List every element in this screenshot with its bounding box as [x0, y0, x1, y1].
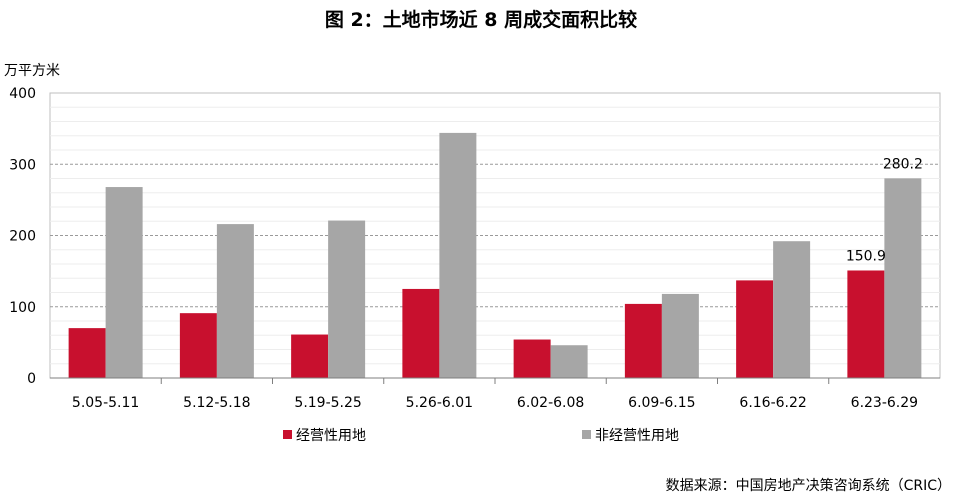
chart-title: 图 2：土地市场近 8 周成交面积比较: [325, 8, 637, 31]
bar-non-operating: [884, 178, 922, 378]
bar-non-operating: [661, 293, 699, 378]
legend-label: 非经营性用地: [595, 428, 679, 444]
x-category-label: 5.26-6.01: [406, 395, 473, 411]
bar-non-operating: [550, 345, 588, 378]
bar-operating: [624, 303, 662, 378]
y-tick-label: 400: [9, 86, 36, 102]
x-axis-categories: 5.05-5.11 5.12-5.18 5.19-5.25 5.26-6.01 6.02…: [50, 377, 940, 411]
bar-operating: [847, 270, 885, 378]
x-category-label: 6.02-6.08: [517, 395, 584, 411]
x-category-label: 5.05-5.11: [72, 395, 139, 411]
x-category-label: 6.23-6.29: [851, 395, 918, 411]
y-tick-label: 300: [9, 157, 36, 173]
legend-swatch: [283, 430, 292, 439]
x-category-label: 5.19-5.25: [294, 395, 361, 411]
x-category-label: 5.12-5.18: [183, 395, 250, 411]
bar-non-operating: [328, 220, 366, 378]
x-category-label: 6.16-6.22: [739, 395, 806, 411]
y-tick-label: 200: [9, 229, 36, 245]
y-axis-unit-label: 万平方米: [4, 63, 60, 79]
bar-operating: [513, 339, 551, 378]
bar-non-operating: [216, 224, 254, 378]
y-tick-label: 0: [27, 371, 36, 387]
bar-non-operating: [773, 241, 811, 378]
data-label: 150.9: [846, 248, 886, 264]
bar-operating: [402, 288, 440, 378]
bar-operating: [68, 328, 106, 378]
data-label: 280.2: [883, 156, 923, 172]
data-labels: 150.9 280.2: [846, 156, 923, 264]
legend-swatch: [582, 430, 591, 439]
bar-non-operating: [105, 187, 143, 378]
source-note: 数据来源：中国房地产决策咨询系统（CRIC）: [666, 477, 951, 494]
legend-label: 经营性用地: [296, 428, 366, 444]
legend: 经营性用地 非经营性用地: [283, 428, 679, 444]
x-category-label: 6.09-6.15: [628, 395, 695, 411]
bar-operating: [291, 334, 329, 378]
bar-operating: [736, 280, 774, 378]
y-tick-label: 100: [9, 300, 36, 316]
y-axis-ticks: 0 100 200 300 400: [9, 86, 36, 387]
bar-non-operating: [439, 132, 477, 378]
bars: [68, 132, 922, 378]
bar-operating: [179, 313, 217, 378]
